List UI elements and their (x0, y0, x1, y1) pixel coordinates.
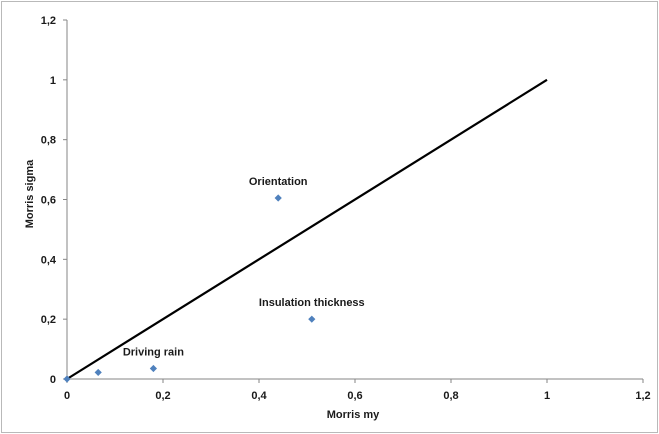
y-tick-label: 0,8 (41, 135, 56, 147)
y-tick-label: 1 (50, 75, 56, 87)
data-point (308, 315, 316, 323)
reference-line (66, 78, 548, 380)
data-point (94, 368, 102, 377)
point-label: Driving rain (123, 347, 184, 359)
y-axis-title: Morris sigma (24, 159, 36, 228)
data-point (274, 194, 282, 202)
x-tick-label: 0,8 (443, 390, 458, 402)
y-tick-label: 0,4 (41, 254, 57, 266)
data-points (63, 194, 316, 383)
x-tick-label: 0,6 (347, 390, 362, 402)
point-labels: Driving rain Orientation Insulation thickn… (123, 176, 365, 359)
x-axis-ticks: 0 0,2 0,4 0,6 0,8 1 1,2 (64, 379, 651, 402)
data-point (63, 375, 71, 383)
x-axis-title: Morris my (327, 409, 380, 421)
x-tick-label: 0,2 (155, 390, 170, 402)
y-axis-ticks: 0 0,2 0,4 0,6 0,8 1 1,2 (41, 15, 67, 386)
x-tick-label: 0 (64, 390, 70, 402)
y-tick-label: 0,2 (41, 314, 56, 326)
y-tick-label: 0 (50, 374, 56, 386)
point-label: Orientation (249, 176, 308, 188)
data-point (149, 364, 157, 373)
point-label: Insulation thickness (259, 297, 365, 309)
x-tick-label: 0,4 (251, 390, 267, 402)
x-tick-label: 1 (544, 390, 550, 402)
x-tick-label: 1,2 (635, 390, 650, 402)
y-tick-label: 0,6 (41, 195, 56, 207)
y-tick-label: 1,2 (41, 15, 56, 27)
